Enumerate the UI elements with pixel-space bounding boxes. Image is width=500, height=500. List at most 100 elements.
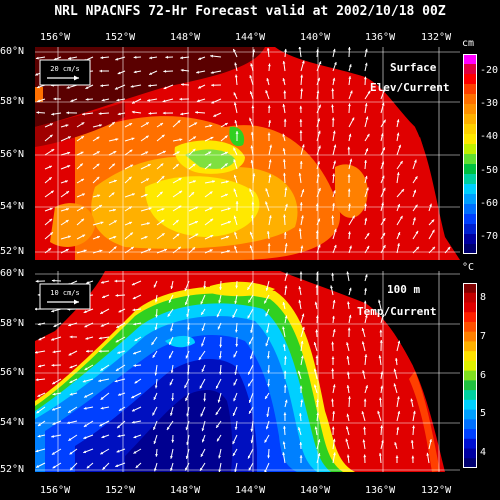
arrow-head bbox=[251, 105, 255, 109]
arrow-head bbox=[117, 112, 121, 116]
arrow-head bbox=[250, 131, 254, 135]
arrow-head bbox=[145, 135, 149, 139]
arrow-head bbox=[331, 368, 335, 372]
arrow-head bbox=[351, 117, 355, 121]
arrow-head bbox=[381, 102, 385, 106]
arrow-head bbox=[317, 130, 321, 134]
arrow-head bbox=[162, 111, 166, 115]
arrow-head bbox=[364, 217, 368, 221]
scale-label: 10 cm/s bbox=[50, 289, 80, 297]
arrow-head bbox=[100, 396, 104, 400]
arrow-head bbox=[331, 426, 335, 430]
arrow-head bbox=[134, 338, 138, 341]
arrow-head bbox=[414, 159, 417, 163]
bottom-lon-label: 144°W bbox=[235, 485, 266, 496]
arrow-head bbox=[203, 398, 207, 402]
arrow-head bbox=[49, 123, 53, 126]
arrow-head bbox=[331, 272, 335, 276]
arrow-head bbox=[382, 88, 386, 92]
arrow-head bbox=[233, 92, 237, 96]
arrow-head bbox=[346, 342, 349, 346]
arrow-head bbox=[114, 379, 118, 383]
elevation-tick-label: -30 bbox=[480, 98, 499, 109]
arrow-head bbox=[135, 465, 139, 468]
arrow-head bbox=[315, 230, 319, 234]
arrow-head bbox=[249, 356, 253, 360]
arrow-head bbox=[201, 439, 205, 443]
arrow-head bbox=[410, 398, 414, 402]
arrow-head bbox=[379, 340, 383, 343]
arrow-head bbox=[269, 144, 273, 148]
arrow-head bbox=[200, 413, 204, 417]
arrow-head bbox=[144, 236, 148, 239]
arrow-head bbox=[134, 380, 138, 384]
arrow-head bbox=[345, 426, 349, 430]
arrow-head bbox=[217, 438, 220, 442]
arrow-head bbox=[116, 449, 120, 453]
arrow-head bbox=[298, 299, 302, 303]
arrow-head bbox=[248, 399, 252, 403]
temperature-tick-label: 4 bbox=[480, 447, 487, 458]
arrow-head bbox=[364, 160, 367, 163]
elevation-tick-label: -70 bbox=[480, 231, 499, 242]
top-lat-label: 58°N bbox=[0, 96, 25, 107]
arrow-head bbox=[201, 428, 205, 432]
arrow-head bbox=[36, 85, 40, 89]
arrow-head bbox=[410, 440, 414, 443]
arrow-head bbox=[179, 97, 183, 101]
arrow-head bbox=[96, 163, 100, 167]
arrow-head bbox=[332, 384, 336, 388]
arrow-head bbox=[154, 299, 158, 303]
elevation-colorbar-swatch bbox=[463, 94, 477, 105]
arrow-head bbox=[333, 144, 337, 148]
page-title: NRL NPACNFS 72-Hr Forecast valid at 2002… bbox=[54, 4, 446, 19]
arrow-head bbox=[283, 214, 286, 218]
arrow-head bbox=[133, 364, 137, 367]
arrow-head bbox=[145, 151, 149, 155]
arrow-head bbox=[283, 425, 286, 429]
arrow-head bbox=[234, 245, 237, 249]
arrow-head bbox=[346, 371, 350, 375]
arrow-head bbox=[364, 175, 368, 179]
arrow-head bbox=[364, 203, 367, 207]
arrow-head bbox=[267, 455, 270, 459]
arrow-head bbox=[331, 398, 334, 402]
arrow-head bbox=[201, 369, 205, 372]
elevation-colorbar bbox=[463, 54, 477, 254]
arrow-head bbox=[315, 272, 319, 275]
arrow-head bbox=[233, 215, 237, 219]
arrow-head bbox=[224, 123, 228, 126]
arrow-head bbox=[266, 47, 270, 51]
arrow-head bbox=[99, 124, 102, 127]
arrow-head bbox=[66, 191, 69, 194]
arrow-head bbox=[148, 112, 152, 115]
arrow-head bbox=[113, 246, 117, 250]
arrow-head bbox=[268, 215, 272, 219]
arrow-head bbox=[249, 75, 253, 78]
temperature-colorbar-swatch bbox=[463, 292, 477, 304]
arrow-head bbox=[130, 232, 133, 236]
arrow-head bbox=[414, 176, 418, 180]
arrow-head bbox=[227, 207, 231, 211]
arrow-head bbox=[216, 424, 219, 428]
arrow-head bbox=[265, 90, 269, 94]
temperature-colorbar bbox=[463, 283, 477, 468]
arrow-head bbox=[70, 467, 73, 471]
arrow-head bbox=[396, 132, 400, 136]
arrow-head bbox=[192, 148, 196, 152]
arrow-head bbox=[67, 235, 71, 239]
arrow-head bbox=[432, 246, 435, 250]
arrow-head bbox=[234, 74, 238, 78]
arrow-head bbox=[233, 49, 236, 52]
arrow-head bbox=[200, 453, 204, 457]
elevation-tick-label: -40 bbox=[480, 131, 499, 142]
arrow-head bbox=[365, 148, 369, 152]
arrow-head bbox=[224, 135, 228, 139]
arrow-head bbox=[250, 330, 253, 333]
bottom-lat-label: 56°N bbox=[0, 367, 25, 378]
coastline-land bbox=[280, 271, 460, 472]
arrow-head bbox=[198, 57, 202, 60]
arrow-head bbox=[153, 441, 157, 444]
arrow-head bbox=[363, 454, 367, 458]
arrow-head bbox=[365, 385, 368, 389]
